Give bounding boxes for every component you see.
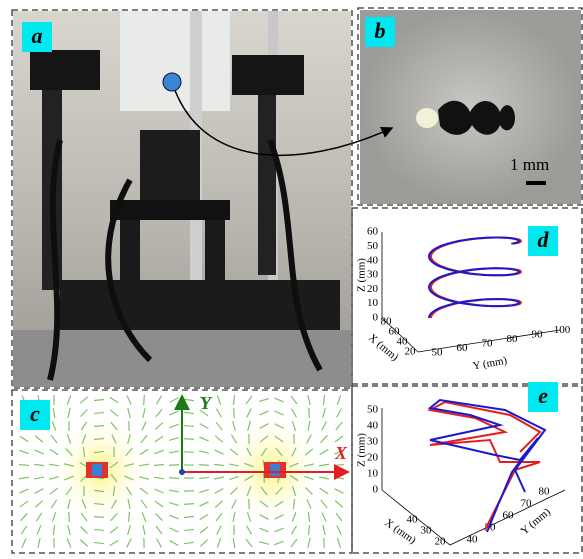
- tick-label: 10: [367, 468, 379, 480]
- tick-label: 40: [367, 420, 379, 432]
- field-arrow: [234, 408, 235, 418]
- tick-label: 90: [532, 329, 544, 341]
- tick-label: 70: [521, 498, 533, 510]
- tick-label: 80: [539, 486, 551, 498]
- field-arrow: [184, 504, 194, 505]
- photo-a: [13, 11, 351, 387]
- tick-label: 100: [554, 324, 571, 336]
- field-arrow: [309, 408, 310, 418]
- figure: Y X 0102030405060806040205060708090100Z …: [0, 0, 583, 554]
- tick-label: 50: [367, 240, 379, 252]
- field-arrow: [324, 538, 325, 548]
- field-arrow: [94, 517, 104, 518]
- field-arrow: [129, 512, 130, 522]
- tick-label: 70: [482, 338, 494, 350]
- tick-label: 10: [367, 297, 379, 309]
- tick-label: 60: [503, 510, 515, 522]
- axis-label: Z (mm): [356, 433, 368, 467]
- tick-label: 0: [373, 312, 379, 324]
- tick-label: 50: [432, 347, 444, 359]
- tick-label: 40: [367, 254, 379, 266]
- field-arrow: [94, 426, 104, 427]
- field-arrow: [169, 478, 179, 479]
- field-arrow: [144, 395, 145, 405]
- panel-label: e: [538, 383, 548, 408]
- tick-label: 60: [367, 226, 379, 238]
- panel-label: c: [30, 401, 40, 426]
- tick-label: 50: [367, 404, 379, 416]
- field-arrow: [69, 512, 70, 522]
- axis-label: Y (mm): [472, 355, 509, 373]
- tick-label: 20: [367, 452, 379, 464]
- marker-dot: [163, 73, 181, 91]
- panel-label: b: [375, 18, 386, 43]
- axis-label: Y (mm): [519, 506, 554, 538]
- trajectory: [430, 402, 540, 530]
- tick-label: 20: [435, 536, 447, 548]
- tick-label: 30: [367, 269, 379, 281]
- x-axis-label: X: [334, 443, 348, 463]
- tick-label: 80: [507, 333, 519, 345]
- tick-label: 40: [467, 534, 479, 546]
- axis-label: Z (mm): [356, 258, 368, 292]
- tick-label: 20: [405, 346, 417, 358]
- tick-label: 20: [367, 283, 379, 295]
- field-arrow: [184, 439, 194, 440]
- panel-label: d: [538, 227, 550, 252]
- tick-label: 40: [407, 514, 419, 526]
- field-arrow: [94, 413, 104, 414]
- tick-label: 30: [367, 436, 379, 448]
- tick-label: 0: [373, 484, 379, 496]
- field-arrow: [199, 465, 209, 466]
- tick-label: 60: [457, 342, 469, 354]
- tick-label: 30: [421, 525, 433, 537]
- panel-label: a: [32, 23, 43, 48]
- scale-label: 1 mm: [510, 155, 549, 174]
